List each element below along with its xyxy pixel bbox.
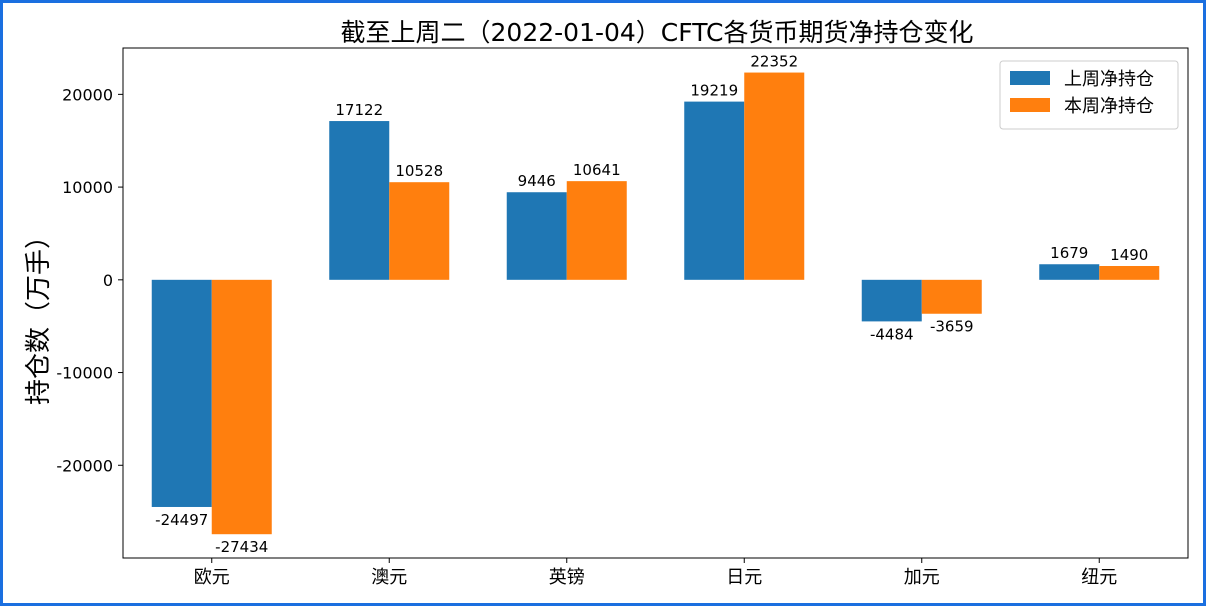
y-tick-label: 20000 [62, 85, 113, 104]
data-label: 19219 [690, 82, 738, 100]
y-tick-label: -20000 [56, 456, 113, 475]
data-label: -3659 [930, 318, 974, 336]
y-tick-label: -10000 [56, 364, 113, 383]
data-label: 1490 [1110, 246, 1148, 264]
bar-last-week [861, 279, 922, 322]
legend-swatch [1010, 71, 1050, 85]
data-label: 17122 [335, 101, 383, 119]
legend-entry: 本周净持仓 [1064, 96, 1154, 117]
x-tick-label: 欧元 [194, 567, 230, 588]
data-label: -24497 [155, 511, 208, 529]
plot-frame [122, 47, 1189, 559]
x-tick-label: 日元 [726, 567, 762, 588]
legend-entry: 上周净持仓 [1064, 69, 1154, 90]
bar-chart: 截至上周二（2022-01-04）CFTC各货币期货净持仓变化 持仓数（万手） … [24, 18, 1189, 588]
bar-this-week [744, 72, 805, 280]
bar-last-week [1039, 264, 1100, 280]
bar-this-week [389, 182, 450, 280]
y-tick-label: 10000 [62, 178, 113, 197]
data-label: 9446 [518, 172, 556, 190]
data-label: 10528 [395, 162, 443, 180]
x-tick-label: 纽元 [1081, 567, 1117, 588]
plot-area: -20000 -10000 0 10000 20000 欧元 -24497 -27434 澳元 1… [56, 47, 1189, 588]
data-label: -4484 [870, 325, 914, 343]
y-axis-label: 持仓数（万手） [24, 223, 54, 405]
data-label: 1679 [1050, 244, 1088, 262]
y-tick-label: 0 [103, 271, 113, 290]
x-tick-label: 澳元 [371, 567, 407, 588]
bar-last-week [329, 121, 390, 280]
bar-last-week [506, 192, 567, 280]
chart-title: 截至上周二（2022-01-04）CFTC各货币期货净持仓变化 [341, 18, 974, 47]
bar-this-week [1099, 266, 1160, 280]
data-label: -27434 [215, 538, 268, 556]
bar-last-week [684, 101, 745, 280]
bar-this-week [211, 279, 272, 535]
bar-this-week [921, 279, 982, 314]
data-label: 10641 [573, 161, 621, 179]
x-tick-label: 英镑 [549, 567, 585, 588]
bar-this-week [566, 181, 627, 280]
legend-swatch [1010, 98, 1050, 112]
data-label: 22352 [750, 53, 798, 71]
bar-last-week [151, 279, 212, 507]
x-tick-label: 加元 [904, 567, 940, 588]
